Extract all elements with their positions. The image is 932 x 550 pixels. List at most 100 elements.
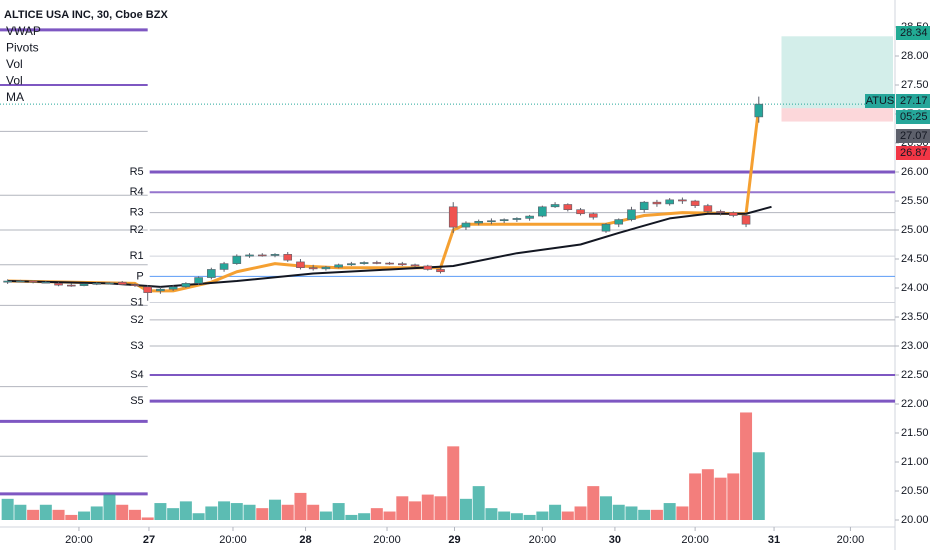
volume-bar	[154, 503, 167, 520]
volume-bar	[370, 508, 383, 520]
volume-bar	[90, 506, 103, 520]
x-tick-label: 30	[609, 534, 621, 546]
volume-bar	[332, 503, 345, 520]
candle-body	[499, 219, 509, 222]
pivot-label: P	[136, 270, 143, 282]
candle-body	[28, 280, 38, 283]
candle-body	[487, 220, 496, 223]
legend-entry: Pivots	[6, 41, 39, 55]
pivot-label: R1	[130, 250, 144, 262]
x-tick-label: 20:00	[837, 534, 865, 546]
candle-body	[525, 215, 534, 219]
legend-entry: VWAP	[6, 24, 41, 38]
volume-bar	[740, 412, 753, 520]
candle-body	[219, 263, 229, 270]
candle-body	[194, 277, 203, 284]
volume-bar	[447, 446, 460, 520]
candle-body	[359, 262, 369, 264]
candle-body	[690, 200, 700, 206]
candle-body	[512, 218, 522, 220]
candle-body	[16, 280, 25, 283]
volume-bar	[319, 511, 332, 520]
volume-bar	[1, 498, 14, 520]
volume-bar	[663, 503, 676, 520]
volume-bar	[752, 452, 765, 520]
candle-body	[372, 262, 382, 264]
pivot-label: S5	[130, 395, 143, 407]
candle-body	[448, 206, 458, 228]
y-tick-label: 21.00	[901, 456, 929, 468]
candle-body	[232, 255, 242, 264]
volume-bar	[256, 508, 269, 520]
candle-body	[423, 265, 433, 270]
volume-bar	[268, 499, 281, 520]
y-tick-label: 22.00	[901, 398, 929, 410]
candle-body	[678, 199, 687, 202]
candle-body	[334, 264, 343, 268]
position-stop-zone	[781, 108, 893, 122]
candle-body	[538, 206, 547, 217]
volume-bar	[39, 504, 52, 520]
volume-bar	[650, 509, 663, 520]
candle-body	[143, 286, 152, 293]
volume-bar	[498, 511, 511, 520]
y-tick-label: 22.50	[901, 369, 929, 381]
candle-body	[461, 222, 471, 228]
price-tag-text: 28.34	[900, 27, 928, 39]
volume-bar	[638, 509, 651, 520]
candle-body	[270, 254, 280, 256]
candle-body	[3, 280, 12, 283]
volume-bar	[421, 494, 434, 520]
x-tick-label: 20:00	[65, 534, 93, 546]
candle-body	[92, 283, 102, 285]
pivot-label: R5	[130, 166, 144, 178]
volume-bar	[600, 496, 613, 520]
x-tick-label: 29	[448, 534, 460, 546]
candle-body	[563, 204, 573, 210]
candle-body	[614, 219, 624, 225]
y-tick-label: 28.00	[901, 50, 929, 62]
candle-body	[156, 288, 165, 292]
volume-bar	[358, 513, 371, 520]
price-tag	[896, 129, 930, 143]
volume-bar	[230, 503, 243, 520]
y-tick-label: 25.00	[901, 224, 929, 236]
candle-body	[207, 269, 216, 278]
volume-bar	[14, 504, 27, 520]
candle-body	[385, 262, 394, 265]
x-tick-label: 20:00	[681, 534, 709, 546]
candle-body	[308, 267, 318, 270]
volume-bar	[434, 496, 447, 520]
y-tick-label: 27.50	[901, 79, 929, 91]
candle-body	[257, 254, 267, 257]
candle-body	[54, 283, 63, 286]
y-tick-label: 20.00	[901, 514, 929, 526]
symbol-tag	[865, 94, 895, 108]
y-tick-label: 24.00	[901, 282, 929, 294]
pivot-label: R4	[130, 186, 144, 198]
x-tick-label: 20:00	[219, 534, 247, 546]
volume-bar	[689, 473, 702, 520]
x-tick-label: 20:00	[529, 534, 557, 546]
volume-bar	[281, 504, 294, 520]
candle-body	[347, 263, 356, 266]
legend-entry: Vol	[6, 74, 23, 88]
pivot-label: S3	[130, 340, 143, 352]
symbol-tag-text: ATUS	[866, 95, 895, 107]
volume-bar	[307, 504, 320, 520]
y-tick-label: 20.50	[901, 485, 929, 497]
price-tag	[896, 94, 930, 108]
volume-bar	[701, 469, 714, 520]
candle-body	[652, 201, 662, 205]
volume-bar	[27, 509, 40, 520]
y-tick-label: 25.50	[901, 195, 929, 207]
x-tick-label: 27	[143, 534, 155, 546]
candle-body	[588, 213, 598, 218]
legend-entry: MA	[6, 90, 24, 104]
candle-body	[321, 266, 331, 270]
price-tag	[896, 110, 930, 124]
candle-body	[41, 281, 51, 284]
volume-bar	[587, 486, 600, 520]
y-tick-label: 21.50	[901, 427, 929, 439]
